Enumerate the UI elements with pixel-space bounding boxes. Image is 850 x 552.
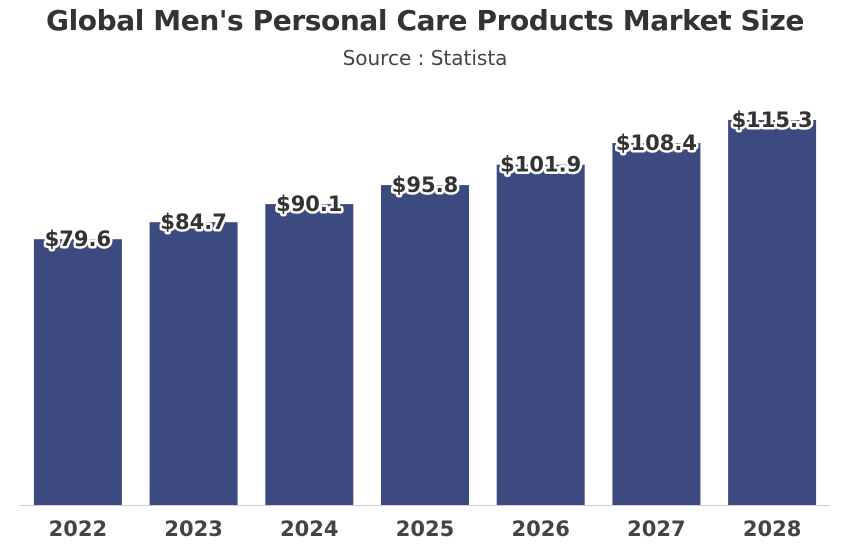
chart-title: Global Men's Personal Care Products Mark…	[45, 4, 804, 37]
value-label-2024: $90.1	[276, 192, 342, 216]
bar-2024	[265, 204, 354, 505]
x-tick-label-2027: 2027	[627, 517, 685, 541]
bar-2027	[612, 143, 701, 505]
value-label-2022: $79.6	[45, 227, 111, 251]
bar-2023	[149, 222, 238, 505]
x-tick-label-2026: 2026	[511, 517, 569, 541]
value-label-2023: $84.7	[160, 210, 226, 234]
value-label-2027: $108.4	[616, 131, 697, 155]
bar-2022	[33, 239, 122, 505]
value-label-2025: $95.8	[392, 173, 458, 197]
x-axis-ticks-group: 2022 2023 2024 2025 2026 2027 2028	[49, 517, 802, 541]
bar-2028	[728, 120, 817, 505]
value-label-2026: $101.9	[500, 153, 581, 177]
bar-2026	[496, 164, 585, 505]
value-labels-group: $79.6 $84.7 $90.1 $95.8 $101.9 $108.4 $115.3	[42, 106, 815, 254]
chart-subtitle: Source : Statista	[342, 46, 508, 70]
x-tick-label-2023: 2023	[164, 517, 222, 541]
x-tick-label-2022: 2022	[49, 517, 107, 541]
x-tick-label-2024: 2024	[280, 517, 338, 541]
bar-2025	[381, 185, 469, 505]
x-tick-label-2028: 2028	[743, 517, 801, 541]
value-label-2028: $115.3	[732, 108, 813, 132]
x-tick-label-2025: 2025	[396, 517, 454, 541]
bars-group	[33, 120, 817, 505]
